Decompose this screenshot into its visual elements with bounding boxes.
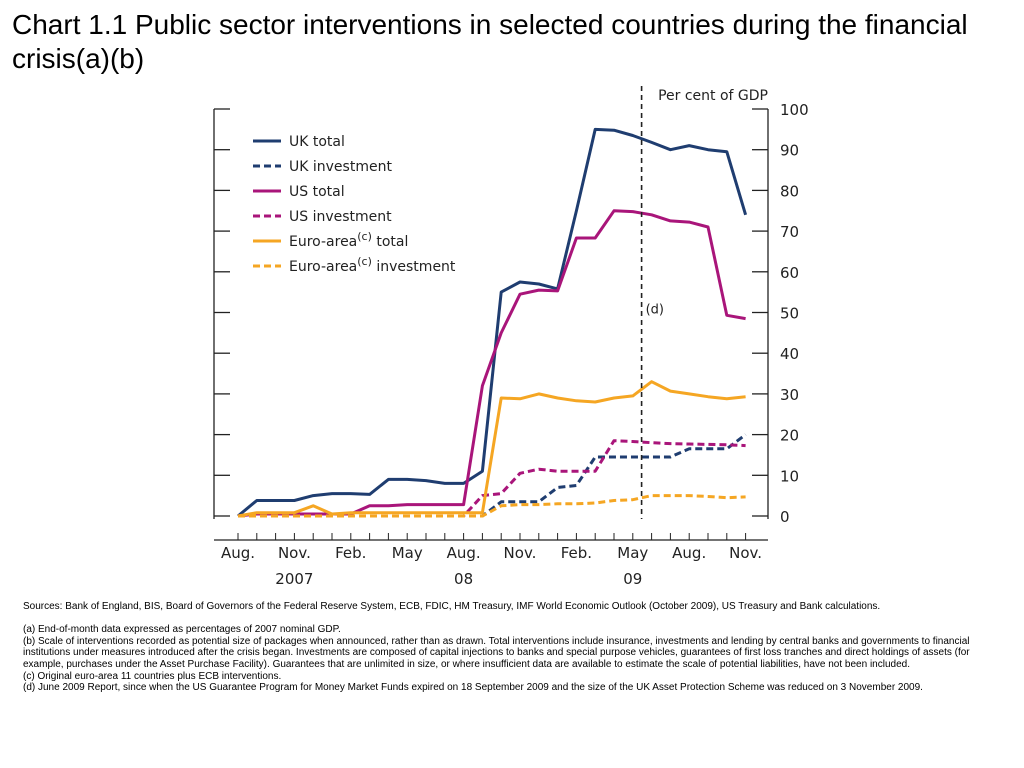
series-line-uk-investment — [238, 433, 747, 518]
y-tick-label: 30 — [780, 386, 799, 404]
x-tick-label: Nov. — [278, 544, 311, 562]
y-tick-label: 40 — [780, 345, 799, 363]
footnote-b: (b) Scale of interventions recorded as p… — [23, 635, 970, 670]
legend-label: Euro-area(c) investment — [289, 255, 456, 275]
y-tick-label: 60 — [780, 264, 799, 282]
series-layer — [237, 127, 748, 518]
x-tick-label: Feb. — [335, 544, 366, 562]
x-tick-label: Nov. — [504, 544, 537, 562]
y-tick-label: 90 — [780, 142, 799, 160]
x-tick-label: Aug. — [447, 544, 481, 562]
series-line-euro-area-investment — [238, 494, 746, 518]
page-title: Chart 1.1 Public sector interventions in… — [12, 9, 968, 74]
x-tick-label: Aug. — [672, 544, 706, 562]
series-line-uk-total — [237, 127, 748, 518]
footnote-c: (c) Original euro-area 11 countries plus… — [23, 670, 282, 682]
y-tick-label: 80 — [780, 182, 799, 200]
x-year-label: 2007 — [275, 570, 313, 588]
line-chart: 0 10 20 30 40 50 60 70 80 90 100 Aug. Nov. Feb. May Aug… — [213, 86, 809, 588]
legend-label: Euro-area(c) total — [289, 230, 408, 250]
y-tick-label: 10 — [780, 467, 799, 485]
x-year-label: 08 — [454, 570, 473, 588]
chart-notes: Sources: Bank of England, BIS, Board of … — [23, 601, 993, 694]
y-axis-label: Per cent of GDP — [658, 88, 768, 104]
x-tick-label: May — [617, 544, 648, 562]
legend-label: UK total — [289, 134, 345, 150]
x-tick-label: Feb. — [561, 544, 592, 562]
y-tick-label: 50 — [780, 305, 799, 323]
footnote-a: (a) End-of-month data expressed as perce… — [23, 624, 341, 636]
sources-note: Sources: Bank of England, BIS, Board of … — [23, 601, 881, 612]
legend-label: US total — [289, 184, 345, 200]
series-line-euro-area-total — [237, 380, 746, 518]
y-tick-label: 0 — [780, 508, 790, 526]
y-tick-label: 70 — [780, 223, 799, 241]
x-tick-label: Aug. — [221, 544, 255, 562]
chart-axes: 0 10 20 30 40 50 60 70 80 90 100 Aug. Nov. Feb. May Aug… — [213, 101, 809, 588]
x-tick-label: May — [392, 544, 423, 562]
legend-label: UK investment — [289, 159, 392, 175]
x-tick-label: Nov. — [729, 544, 762, 562]
y-tick-label: 100 — [780, 101, 809, 119]
x-year-label: 09 — [623, 570, 642, 588]
annotation-label-d: (d) — [646, 302, 664, 317]
series-line-us-total — [237, 209, 746, 518]
footnote-d: (d) June 2009 Report, since when the US … — [23, 682, 923, 694]
annotation-layer: (d) — [640, 86, 664, 519]
legend-label: US investment — [289, 209, 392, 225]
chart-legend: UK total UK investment US total US investme… — [253, 134, 456, 275]
y-tick-label: 20 — [780, 427, 799, 445]
